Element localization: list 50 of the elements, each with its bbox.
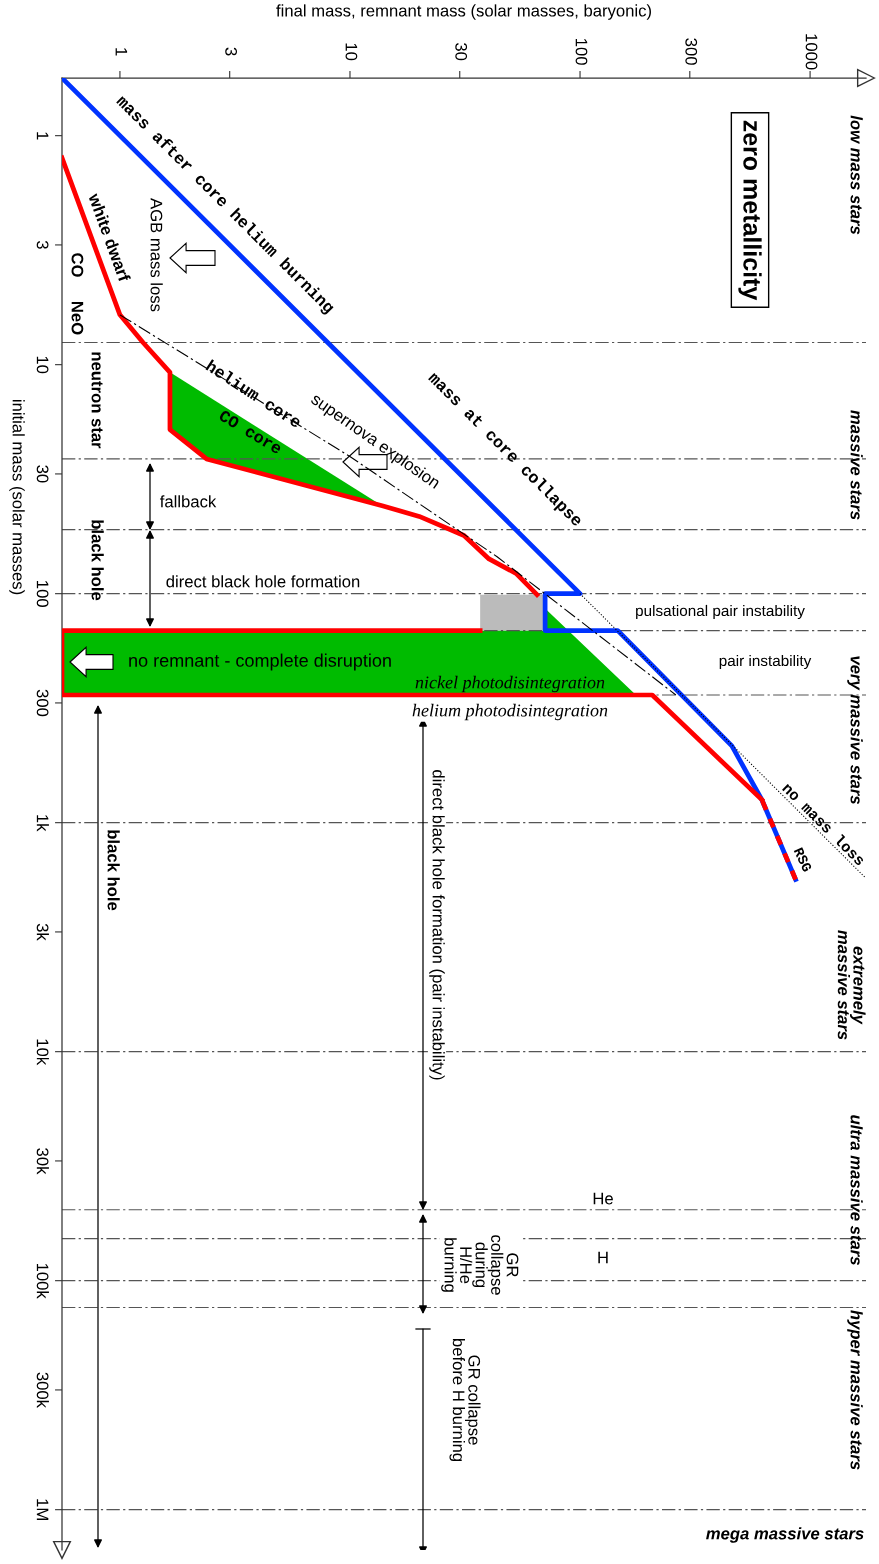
y-tick-label: 100 [36,581,49,607]
y-tick-label: 3k [36,923,49,941]
y-tick-label: 30 [36,465,49,483]
annotation: direct black hole formation (pair instability) [429,770,445,1080]
annotation: zero metallicity [738,120,762,301]
annotation: H [598,1251,608,1264]
annotation: helium photodisintegration [412,703,608,721]
y-tick-label: 30k [36,1148,49,1175]
annotation: neutron star [91,352,103,449]
annotation: mega massive stars [706,1527,864,1543]
annotation: AGB mass loss [150,198,163,312]
annotation: extremely massive stars [837,930,866,1040]
y-tick-label: 100k [36,1263,49,1299]
annotation: CO [71,253,84,277]
annotation: hyper massive stars [847,1310,863,1470]
y-tick-label: 300k [36,1372,49,1409]
annotation: GR collapse before H burning [449,1339,481,1462]
annotation: white dwarf [88,192,131,283]
annotation: pulsational pair instability [636,604,805,620]
x-tick-label: 30 [455,42,468,61]
annotation: GR collapse during H/He burning [441,1235,519,1295]
x-tick-label: 3 [225,47,238,56]
y-tick-label: 1M [36,1499,49,1520]
y-tick-label: 10k [36,1039,49,1066]
annotation: black hole [91,520,104,601]
y-tick-label: 300 [36,689,49,717]
annotation: very massive stars [847,656,863,805]
annotation: He [593,1192,613,1205]
annotation: fallback [159,495,217,508]
y-tick-label: 3 [36,240,49,249]
y-tick-label: 1k [36,815,49,832]
annotation: low mass stars [850,115,863,235]
annotation: RSG [793,847,813,873]
y-tick-label: 10 [36,356,49,374]
annotation: black hole [107,830,120,911]
x-axis-title: final mass, remnant mass (solar masses, baryonic) [276,4,651,20]
annotation: NeO [71,301,84,335]
annotation: massive stars [850,410,863,520]
x-tick-label: 300 [685,38,698,65]
x-tick-label: 10 [345,43,358,61]
annotation: no remnant - complete disruption [129,653,391,671]
x-tick-label: 1 [115,48,128,56]
x-tick-label: 100 [575,38,588,65]
annotation: ultra massive stars [850,1115,863,1265]
y-tick-label: 1 [36,132,49,140]
annotation: nickel photodisintegration [415,675,605,693]
y-axis-title: initial mass (solar masses) [9,399,25,595]
annotation: direct black hole formation [166,575,360,588]
x-tick-label: 1000 [805,34,818,70]
annotation: pair instability [719,654,812,670]
